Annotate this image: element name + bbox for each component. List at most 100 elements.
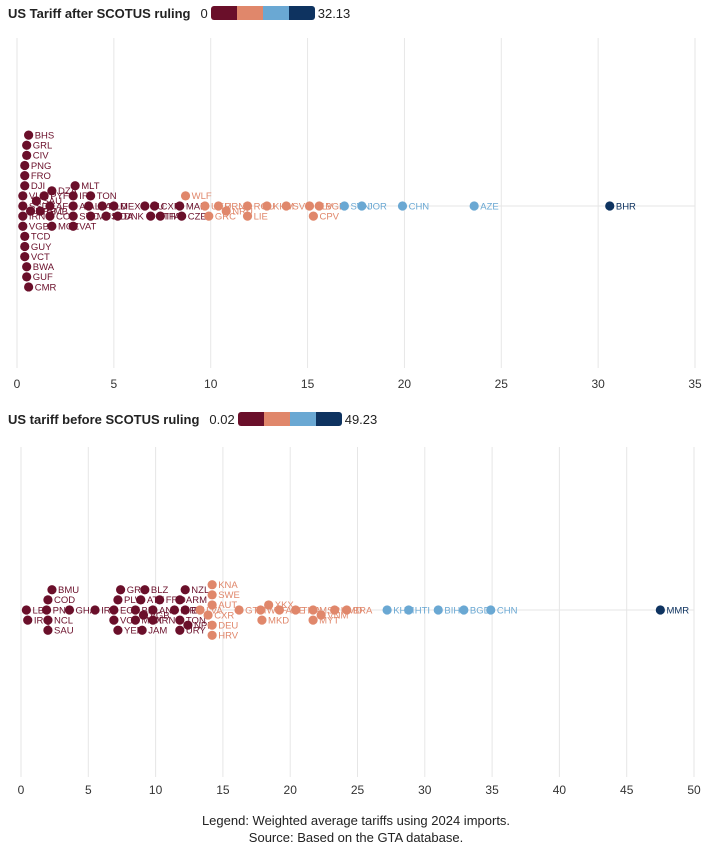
country-point[interactable] — [146, 211, 156, 221]
country-point[interactable] — [304, 201, 315, 211]
country-point[interactable] — [255, 605, 266, 615]
country-point[interactable] — [43, 615, 53, 625]
country-point[interactable] — [64, 605, 75, 615]
country-point[interactable] — [68, 201, 78, 211]
country-point[interactable] — [97, 201, 107, 211]
country-point[interactable] — [20, 181, 30, 191]
country-point[interactable] — [316, 610, 326, 620]
country-point[interactable] — [169, 605, 180, 615]
country-point[interactable] — [86, 191, 96, 201]
country-point[interactable] — [113, 211, 123, 221]
country-point[interactable] — [486, 605, 496, 615]
country-point[interactable] — [207, 620, 217, 630]
country-point[interactable] — [109, 615, 119, 625]
country-point[interactable] — [24, 282, 34, 292]
country-point[interactable] — [175, 201, 185, 211]
country-point[interactable] — [25, 206, 36, 216]
country-point[interactable] — [148, 615, 158, 625]
country-point[interactable] — [20, 171, 30, 181]
country-point[interactable] — [397, 201, 408, 211]
country-point[interactable] — [242, 201, 253, 211]
country-point[interactable] — [109, 201, 119, 211]
country-point[interactable] — [86, 211, 96, 221]
country-point[interactable] — [221, 206, 231, 216]
country-point[interactable] — [155, 595, 165, 605]
country-point[interactable] — [203, 610, 213, 620]
country-point[interactable] — [207, 630, 217, 640]
country-point[interactable] — [20, 160, 30, 171]
country-point[interactable] — [31, 196, 41, 206]
country-point[interactable] — [264, 600, 274, 610]
country-point[interactable] — [149, 201, 160, 211]
country-point[interactable] — [18, 221, 28, 231]
country-point[interactable] — [43, 595, 53, 605]
country-point[interactable] — [137, 625, 147, 635]
country-point[interactable] — [22, 262, 32, 272]
country-point[interactable] — [136, 595, 146, 605]
country-point[interactable] — [605, 201, 615, 211]
country-point[interactable] — [113, 625, 123, 635]
country-point[interactable] — [22, 140, 32, 150]
country-point[interactable] — [90, 605, 100, 615]
country-point[interactable] — [22, 150, 32, 160]
country-point[interactable] — [18, 191, 28, 201]
country-point[interactable] — [41, 605, 52, 615]
country-point[interactable] — [68, 191, 78, 201]
country-point[interactable] — [23, 615, 33, 625]
country-point[interactable] — [155, 211, 165, 221]
country-point[interactable] — [45, 211, 55, 221]
country-point[interactable] — [20, 231, 30, 241]
country-point[interactable] — [180, 605, 190, 615]
country-point[interactable] — [200, 201, 210, 211]
country-point[interactable] — [18, 211, 28, 221]
country-point[interactable] — [234, 605, 244, 615]
country-point[interactable] — [20, 252, 30, 262]
country-point[interactable] — [433, 605, 443, 615]
country-point[interactable] — [21, 605, 31, 615]
country-point[interactable] — [382, 605, 392, 615]
country-point[interactable] — [43, 625, 53, 635]
country-point[interactable] — [175, 595, 185, 605]
country-point[interactable] — [183, 620, 193, 630]
country-point[interactable] — [84, 201, 94, 211]
country-point[interactable] — [459, 605, 469, 615]
country-point[interactable] — [404, 605, 414, 615]
country-point[interactable] — [257, 615, 267, 625]
country-point[interactable] — [116, 585, 126, 595]
country-point[interactable] — [109, 605, 119, 615]
country-point[interactable] — [308, 605, 318, 615]
country-point[interactable] — [47, 186, 57, 196]
country-point[interactable] — [101, 211, 111, 221]
country-point[interactable] — [655, 605, 665, 615]
country-point[interactable] — [180, 585, 190, 595]
country-point[interactable] — [140, 201, 150, 211]
country-point[interactable] — [314, 201, 324, 211]
country-point[interactable] — [180, 191, 191, 201]
country-point[interactable] — [357, 201, 367, 211]
country-point[interactable] — [148, 605, 158, 615]
country-point[interactable] — [342, 605, 352, 615]
country-point[interactable] — [290, 605, 301, 615]
country-point[interactable] — [140, 585, 150, 595]
country-point[interactable] — [207, 580, 217, 590]
country-point[interactable] — [130, 615, 141, 625]
country-point[interactable] — [274, 605, 285, 615]
country-point[interactable] — [68, 221, 78, 231]
country-point[interactable] — [207, 600, 217, 610]
country-point[interactable] — [24, 130, 34, 140]
country-point[interactable] — [68, 211, 78, 221]
country-point[interactable] — [213, 201, 224, 211]
country-point[interactable] — [195, 605, 205, 615]
country-point[interactable] — [130, 605, 141, 615]
country-point[interactable] — [20, 241, 30, 252]
country-point[interactable] — [47, 221, 57, 231]
country-point[interactable] — [113, 595, 123, 605]
country-point[interactable] — [175, 615, 185, 625]
country-point[interactable] — [177, 211, 187, 221]
country-point[interactable] — [308, 211, 318, 221]
country-point[interactable] — [207, 590, 217, 600]
country-point[interactable] — [22, 272, 32, 282]
country-point[interactable] — [175, 625, 185, 635]
country-point[interactable] — [262, 201, 272, 211]
country-point[interactable] — [308, 615, 318, 625]
